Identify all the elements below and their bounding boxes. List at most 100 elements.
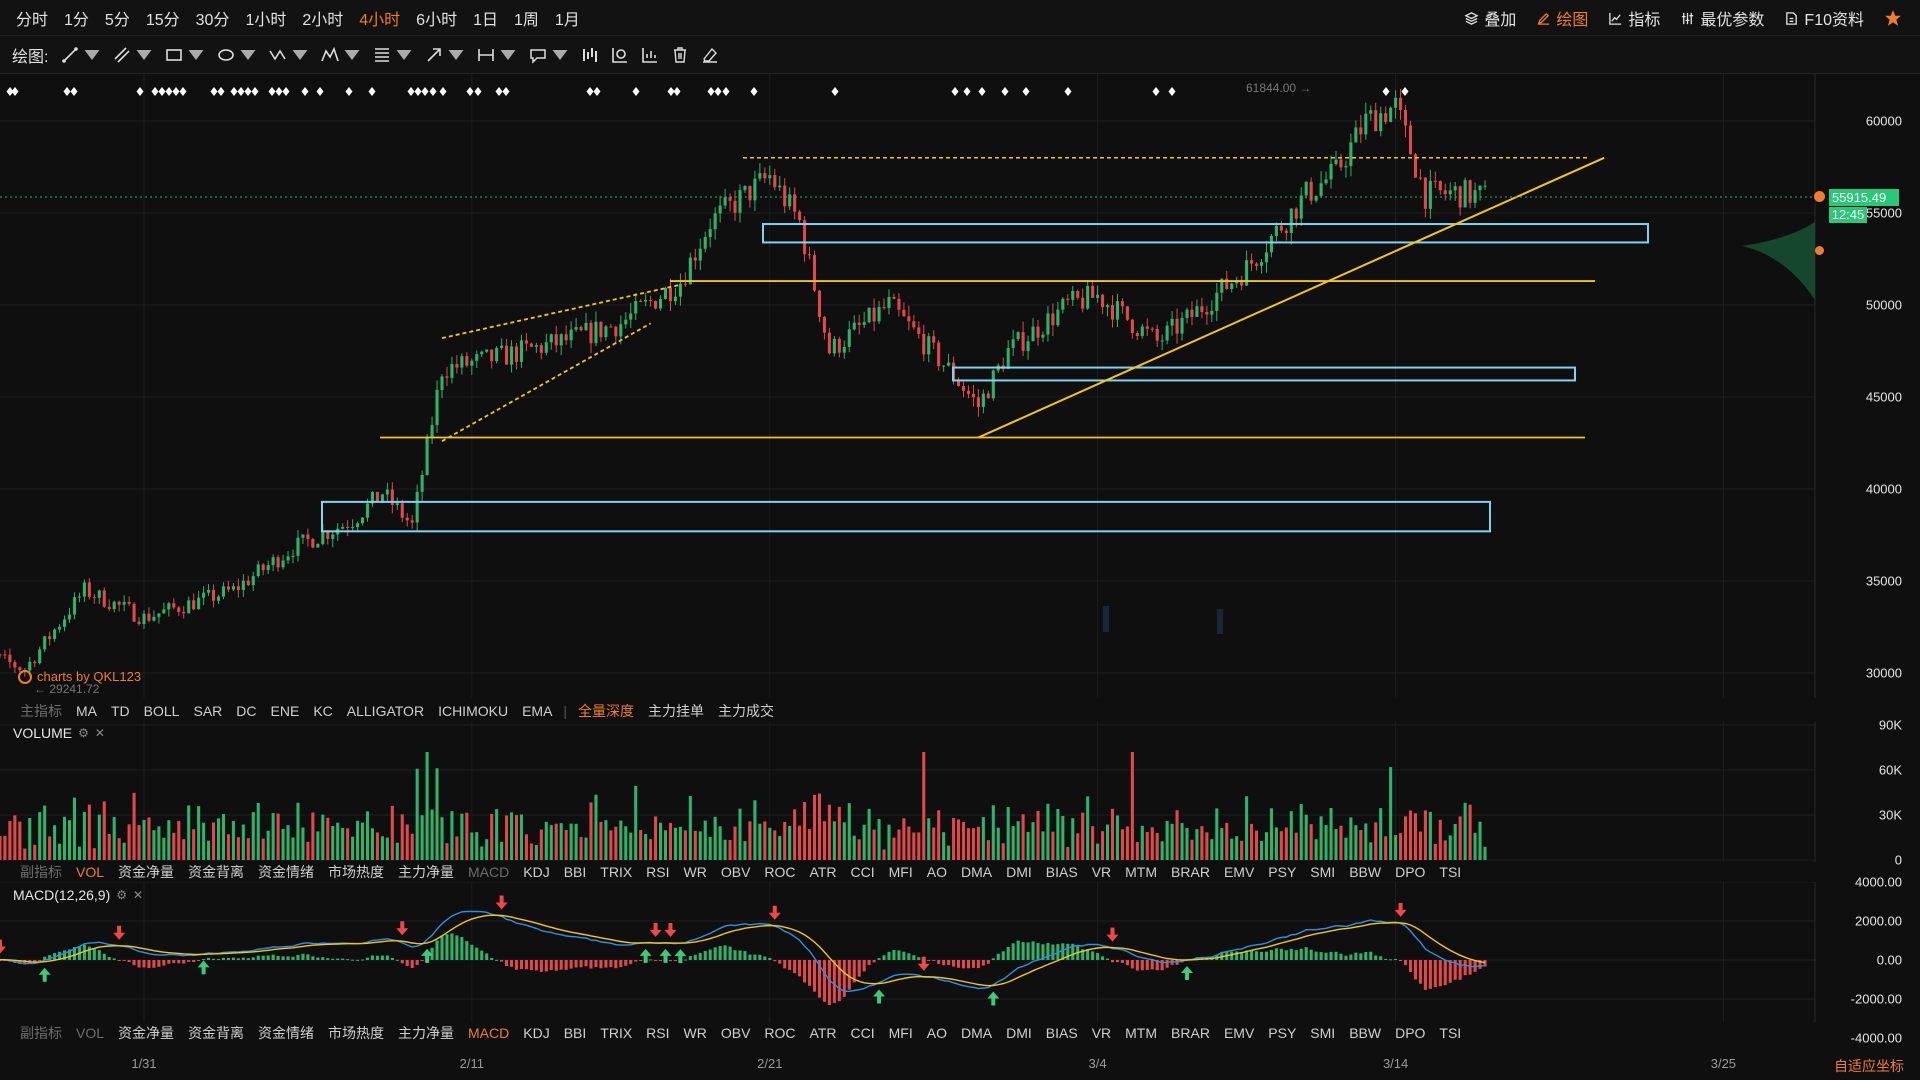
ellipse-tool[interactable] xyxy=(216,45,258,65)
indicator-ao[interactable]: AO xyxy=(926,1025,947,1041)
indicator-macd[interactable]: MACD xyxy=(468,1025,510,1041)
indicator-brar[interactable]: BRAR xyxy=(1171,864,1210,880)
indicator-macd[interactable]: MACD xyxy=(468,864,510,880)
indicator-ema[interactable]: EMA xyxy=(522,703,553,719)
indicator-alligator[interactable]: ALLIGATOR xyxy=(346,703,425,719)
zigzag-tool[interactable] xyxy=(268,45,310,65)
indicator-trix[interactable]: TRIX xyxy=(600,1025,633,1041)
indicator-trix[interactable]: TRIX xyxy=(600,864,633,880)
indicator-roc[interactable]: ROC xyxy=(764,864,796,880)
draw-button[interactable]: 绘图 xyxy=(1536,6,1588,30)
indicator-psy[interactable]: PSY xyxy=(1268,1025,1297,1041)
indicator-roc[interactable]: ROC xyxy=(764,1025,796,1041)
indicator-item[interactable]: 资金情绪 xyxy=(258,1025,315,1041)
indicator-rsi[interactable]: RSI xyxy=(646,1025,670,1041)
indicator-dma[interactable]: DMA xyxy=(960,864,993,880)
indicator-dc[interactable]: DC xyxy=(236,703,257,719)
indicator-ichimoku[interactable]: ICHIMOKU xyxy=(438,703,509,719)
indicator-emv[interactable]: EMV xyxy=(1223,864,1255,880)
segment-tool[interactable] xyxy=(112,45,154,65)
period-tab[interactable]: 4小时 xyxy=(359,12,401,29)
period-tab[interactable]: 30分 xyxy=(195,12,230,29)
period-tab[interactable]: 1分 xyxy=(64,12,89,29)
indicator-kc[interactable]: KC xyxy=(313,703,333,719)
indicator-mtm[interactable]: MTM xyxy=(1125,864,1158,880)
close-icon[interactable]: ✕ xyxy=(94,726,105,740)
indicator-emv[interactable]: EMV xyxy=(1223,1025,1255,1041)
close-icon[interactable]: ✕ xyxy=(133,888,144,902)
fibonacci-tool[interactable] xyxy=(372,45,414,65)
indicator-bias[interactable]: BIAS xyxy=(1045,864,1078,880)
indicator-item[interactable]: 主力净量 xyxy=(398,864,455,880)
f10-button[interactable]: F10资料 xyxy=(1784,6,1864,30)
bar-pattern-tool[interactable] xyxy=(580,45,600,65)
annotation-tool[interactable] xyxy=(528,45,570,65)
indicator-sar[interactable]: SAR xyxy=(193,703,223,719)
indicator-atr[interactable]: ATR xyxy=(809,864,837,880)
rectangle-tool[interactable] xyxy=(164,45,206,65)
overlay-button[interactable]: 叠加 xyxy=(1464,6,1516,30)
indicator-wr[interactable]: WR xyxy=(683,864,707,880)
indicator-mfi[interactable]: MFI xyxy=(888,1025,913,1041)
indicator-extra-item[interactable]: 主力挂单 xyxy=(648,703,705,719)
indicator-vol[interactable]: VOL xyxy=(76,864,105,880)
indicator-item[interactable]: 主力净量 xyxy=(398,1025,455,1041)
indicator-item[interactable]: 市场热度 xyxy=(328,1025,385,1041)
indicator-cci[interactable]: CCI xyxy=(850,864,875,880)
period-tab[interactable]: 2小时 xyxy=(302,12,344,29)
measure-tool[interactable] xyxy=(476,45,518,65)
delete-drawings-tool[interactable] xyxy=(670,45,690,65)
indicator-item[interactable]: 资金背离 xyxy=(188,864,245,880)
favorite-button[interactable] xyxy=(1884,9,1902,27)
indicator-button[interactable]: 指标 xyxy=(1608,6,1660,30)
indicator-mfi[interactable]: MFI xyxy=(888,864,913,880)
indicator-item[interactable]: 资金净量 xyxy=(118,864,175,880)
trend-line-tool[interactable] xyxy=(60,45,102,65)
period-tab[interactable]: 6小时 xyxy=(416,12,458,29)
indicator-dpo[interactable]: DPO xyxy=(1395,864,1426,880)
indicator-mtm[interactable]: MTM xyxy=(1125,1025,1158,1041)
indicator-dpo[interactable]: DPO xyxy=(1395,1025,1426,1041)
indicator-bbw[interactable]: BBW xyxy=(1349,1025,1382,1041)
indicator-bbi[interactable]: BBI xyxy=(563,864,587,880)
price-chart[interactable] xyxy=(0,74,1920,698)
indicator-kdj[interactable]: KDJ xyxy=(523,864,550,880)
indicator-item[interactable]: 市场热度 xyxy=(328,864,385,880)
indicator-ao[interactable]: AO xyxy=(926,864,947,880)
indicator-dma[interactable]: DMA xyxy=(960,1025,993,1041)
period-tab[interactable]: 1周 xyxy=(513,12,539,29)
indicator-item[interactable]: 资金净量 xyxy=(118,1025,175,1041)
gear-icon[interactable]: ⚙ xyxy=(78,726,89,740)
indicator-ene[interactable]: ENE xyxy=(270,703,300,719)
indicator-bbw[interactable]: BBW xyxy=(1349,864,1382,880)
indicator-brar[interactable]: BRAR xyxy=(1171,1025,1210,1041)
indicator-atr[interactable]: ATR xyxy=(809,1025,837,1041)
indicator-vr[interactable]: VR xyxy=(1091,1025,1112,1041)
indicator-boll[interactable]: BOLL xyxy=(143,703,180,719)
indicator-ma[interactable]: MA xyxy=(76,703,97,719)
period-tab[interactable]: 1日 xyxy=(473,12,498,29)
indicator-vol[interactable]: VOL xyxy=(76,1025,105,1041)
indicator-extra-item[interactable]: 主力成交 xyxy=(718,703,775,719)
period-tab[interactable]: 分时 xyxy=(16,12,49,29)
indicator-td[interactable]: TD xyxy=(111,703,130,719)
indicator-rsi[interactable]: RSI xyxy=(646,864,670,880)
gear-icon[interactable]: ⚙ xyxy=(116,888,128,902)
period-tab[interactable]: 5分 xyxy=(104,12,130,29)
adaptive-scale-button[interactable]: 自适应坐标 xyxy=(1834,1058,1904,1074)
indicator-wr[interactable]: WR xyxy=(683,1025,707,1041)
indicator-item[interactable]: 资金情绪 xyxy=(258,864,315,880)
indicator-psy[interactable]: PSY xyxy=(1268,864,1297,880)
indicator-bbi[interactable]: BBI xyxy=(563,1025,587,1041)
pattern-tool[interactable] xyxy=(320,45,362,65)
indicator-smi[interactable]: SMI xyxy=(1310,864,1336,880)
indicator-tsi[interactable]: TSI xyxy=(1439,1025,1462,1041)
indicator-dmi[interactable]: DMI xyxy=(1006,1025,1032,1041)
eraser-tool[interactable] xyxy=(700,45,720,65)
period-tab[interactable]: 1月 xyxy=(554,12,580,29)
long-position-tool[interactable] xyxy=(610,45,630,65)
period-tab[interactable]: 1小时 xyxy=(245,12,287,29)
indicator-vr[interactable]: VR xyxy=(1091,864,1112,880)
indicator-cci[interactable]: CCI xyxy=(850,1025,875,1041)
indicator-extra-item[interactable]: 全量深度 xyxy=(578,703,635,719)
